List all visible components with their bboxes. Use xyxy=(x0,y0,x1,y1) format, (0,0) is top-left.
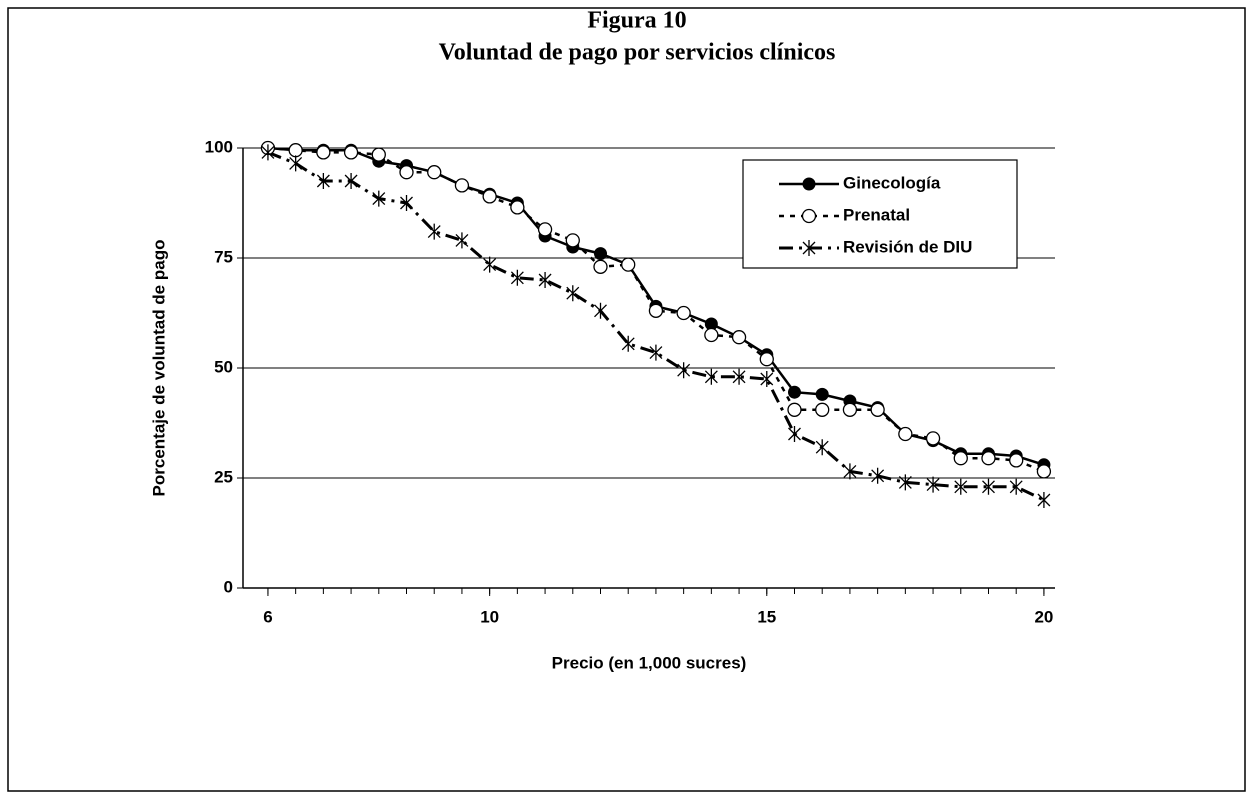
legend-label: Revisión de DIU xyxy=(843,237,972,256)
point xyxy=(815,402,830,417)
frame xyxy=(7,7,1246,792)
point xyxy=(593,259,608,274)
point xyxy=(566,285,580,302)
point xyxy=(621,335,635,352)
point xyxy=(537,222,553,237)
point xyxy=(455,232,469,249)
y-tick-label: 75 xyxy=(214,247,233,266)
series-line xyxy=(267,146,1045,473)
legend-box xyxy=(742,159,1018,269)
point xyxy=(871,467,885,484)
x-tick-label: 15 xyxy=(757,607,776,626)
point xyxy=(926,476,940,493)
point xyxy=(427,165,442,180)
point xyxy=(704,368,718,385)
chart-title: Figura 10 xyxy=(587,8,686,34)
legend-marker xyxy=(802,177,816,191)
x-axis-label: Precio (en 1,000 sucres) xyxy=(552,653,747,672)
point xyxy=(815,439,829,456)
point xyxy=(289,155,303,172)
point xyxy=(1009,453,1024,468)
legend-label: Prenatal xyxy=(843,205,910,224)
point xyxy=(732,368,746,385)
x-tick-label: 20 xyxy=(1034,607,1053,626)
point xyxy=(704,317,718,331)
point xyxy=(344,173,358,189)
point xyxy=(760,371,774,387)
point xyxy=(372,190,386,207)
y-tick-label: 50 xyxy=(214,357,233,376)
legend-marker xyxy=(802,240,816,256)
point xyxy=(594,247,608,261)
point xyxy=(483,256,497,273)
point xyxy=(454,178,470,193)
legend: Ginecología Prenatal Revisión de DIU xyxy=(742,159,1018,269)
point xyxy=(400,195,413,211)
point xyxy=(759,352,774,367)
point xyxy=(594,302,607,319)
point xyxy=(649,344,663,361)
point xyxy=(787,385,801,399)
y-axis-label: Porcentaje de voluntad de pago xyxy=(149,240,168,497)
point xyxy=(316,173,330,189)
point xyxy=(925,431,941,446)
point xyxy=(510,269,524,286)
legend-label: Ginecología xyxy=(843,173,941,192)
x-tick-label: 6 xyxy=(263,607,272,626)
point xyxy=(676,305,691,321)
point xyxy=(1037,492,1051,508)
point xyxy=(954,478,968,495)
point xyxy=(842,402,858,417)
point xyxy=(648,303,664,318)
y-tick-label: 100 xyxy=(205,137,233,156)
point xyxy=(677,362,691,379)
chart-subtitle: Voluntad de pago por servicios clínicos xyxy=(439,40,836,66)
point xyxy=(898,426,913,442)
point xyxy=(704,327,719,343)
point xyxy=(898,474,912,491)
point xyxy=(510,200,525,215)
point xyxy=(843,463,857,480)
point xyxy=(981,451,996,466)
y-tick-label: 25 xyxy=(214,467,233,486)
point xyxy=(621,257,636,272)
point xyxy=(288,143,303,158)
point xyxy=(731,330,747,345)
point xyxy=(371,147,386,162)
legend-marker xyxy=(801,208,817,224)
point xyxy=(538,272,552,288)
point xyxy=(399,165,414,180)
series-line xyxy=(267,151,1045,502)
point xyxy=(787,402,802,417)
point xyxy=(870,402,885,417)
point xyxy=(953,451,968,466)
point xyxy=(343,145,359,160)
point xyxy=(482,189,497,204)
point xyxy=(565,233,580,248)
point xyxy=(427,223,441,240)
point xyxy=(316,145,331,160)
point xyxy=(261,144,275,161)
point xyxy=(1009,478,1023,495)
point xyxy=(1036,464,1052,479)
point xyxy=(788,426,801,442)
x-tick-label: 10 xyxy=(480,607,499,626)
point xyxy=(982,478,995,495)
y-tick-label: 0 xyxy=(224,577,233,596)
point xyxy=(815,387,829,401)
